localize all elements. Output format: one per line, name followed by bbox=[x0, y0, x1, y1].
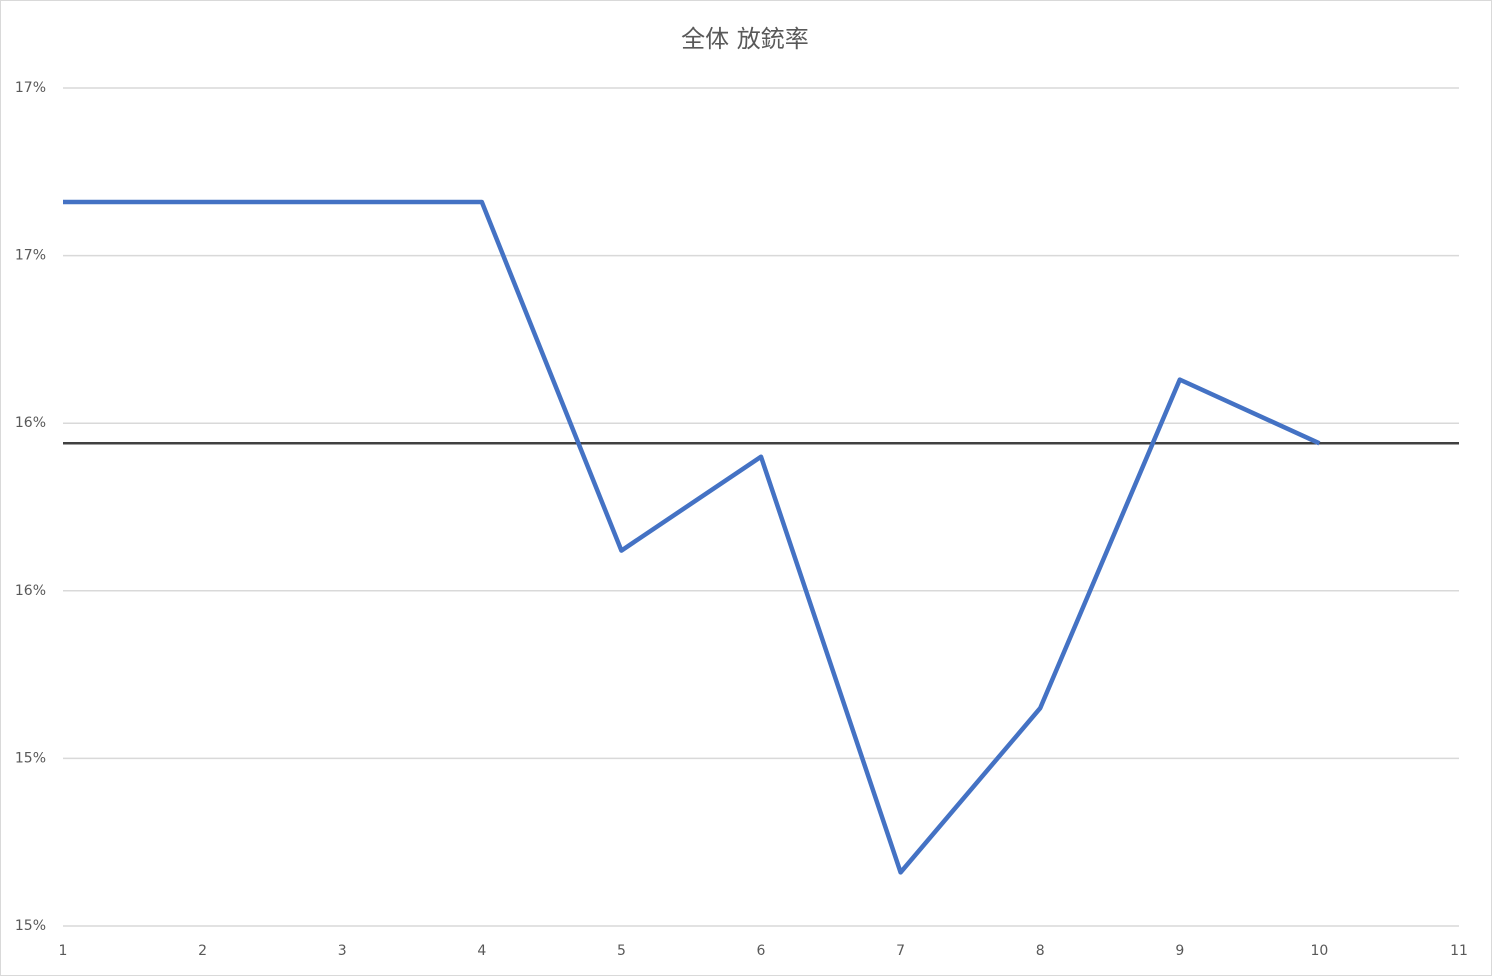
x-tick-label: 3 bbox=[338, 943, 347, 959]
x-tick-label: 10 bbox=[1310, 943, 1328, 959]
y-tick-label: 17% bbox=[15, 80, 46, 96]
x-tick-label: 8 bbox=[1036, 943, 1045, 959]
x-tick-label: 6 bbox=[757, 943, 766, 959]
x-tick-label: 9 bbox=[1175, 943, 1184, 959]
x-tick-label: 11 bbox=[1450, 943, 1468, 959]
x-tick-label: 7 bbox=[896, 943, 905, 959]
y-tick-label: 15% bbox=[15, 918, 46, 934]
y-tick-label: 15% bbox=[15, 750, 46, 766]
series-line bbox=[63, 199, 1321, 875]
y-tick-label: 16% bbox=[15, 415, 46, 431]
x-tick-label: 4 bbox=[477, 943, 486, 959]
x-tick-label: 5 bbox=[617, 943, 626, 959]
chart-title: 全体 放銃率 bbox=[681, 25, 809, 53]
x-tick-label: 1 bbox=[59, 943, 68, 959]
x-tick-label: 2 bbox=[198, 943, 207, 959]
y-tick-label: 17% bbox=[15, 248, 46, 264]
y-tick-label: 16% bbox=[15, 583, 46, 599]
